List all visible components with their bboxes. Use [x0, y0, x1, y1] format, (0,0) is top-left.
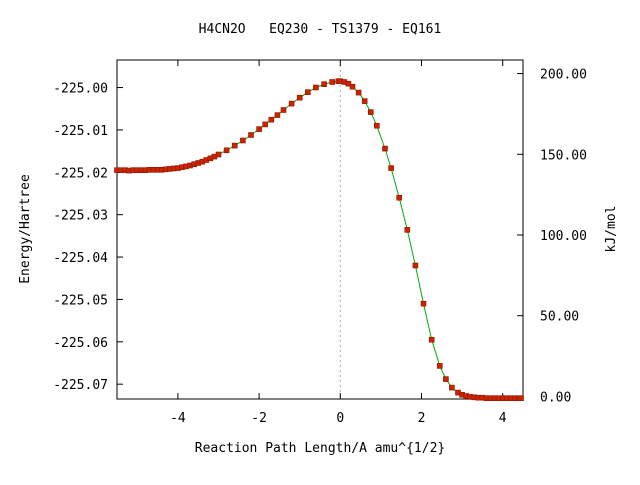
data-point: [274, 112, 281, 118]
data-point: [231, 142, 238, 149]
x-tick-label: -2: [251, 411, 267, 426]
data-point: [373, 122, 380, 129]
y-tick-label: -225.06: [53, 336, 108, 351]
y-tick-label: -225.02: [53, 166, 108, 181]
data-point: [404, 227, 411, 233]
plot-frame: [116, 59, 524, 400]
data-point: [367, 109, 374, 115]
data-point: [296, 94, 303, 101]
data-point: [412, 262, 419, 269]
data-point: [288, 100, 295, 107]
data-point: [428, 336, 435, 343]
data-point: [396, 194, 403, 201]
x-tick-label: 4: [499, 411, 507, 426]
data-point: [345, 80, 352, 87]
data-point: [355, 89, 362, 96]
data-point: [436, 363, 443, 369]
x-tick-label: 2: [418, 411, 426, 426]
data-point: [248, 132, 254, 138]
data-point: [223, 147, 230, 154]
x-tick-label: 0: [336, 411, 344, 426]
y2-tick-label: 50.00: [540, 310, 579, 325]
y-axis-label: Energy/Hartree: [18, 174, 33, 284]
y-tick-label: -225.00: [53, 82, 108, 97]
y-tick-label: -225.07: [53, 378, 108, 393]
data-point: [313, 84, 319, 91]
y-tick-label: -225.03: [53, 209, 108, 224]
data-point: [449, 384, 455, 391]
data-point: [361, 98, 368, 104]
y-tick-label: -225.01: [53, 124, 108, 139]
y2-tick-label: 100.00: [540, 229, 587, 244]
y-tick-label: -225.05: [53, 293, 108, 308]
data-point: [329, 79, 336, 85]
data-point: [349, 83, 356, 90]
y2-tick-label: 200.00: [540, 68, 587, 83]
data-point: [262, 121, 269, 128]
y2-tick-label: 0.00: [540, 390, 571, 405]
data-point: [256, 126, 262, 132]
data-point: [215, 151, 222, 158]
data-point: [321, 81, 327, 87]
x-tick-label: -4: [170, 411, 186, 426]
data-point: [304, 89, 311, 95]
data-point: [268, 116, 275, 123]
data-point: [518, 395, 524, 402]
x-axis-label: Reaction Path Length/A amu^{1/2}: [195, 441, 445, 456]
chart-title: H4CN2O EQ230 - TS1379 - EQ161: [199, 22, 442, 37]
y-tick-label: -225.04: [53, 251, 108, 266]
y2-axis-label: kJ/mol: [604, 206, 619, 253]
data-point: [443, 376, 449, 382]
data-point: [388, 165, 394, 171]
data-point: [240, 137, 246, 144]
data-point: [280, 107, 287, 113]
data-point: [420, 300, 427, 307]
data-point: [382, 145, 388, 152]
y2-tick-label: 150.00: [540, 148, 587, 163]
series-line: [117, 80, 521, 399]
